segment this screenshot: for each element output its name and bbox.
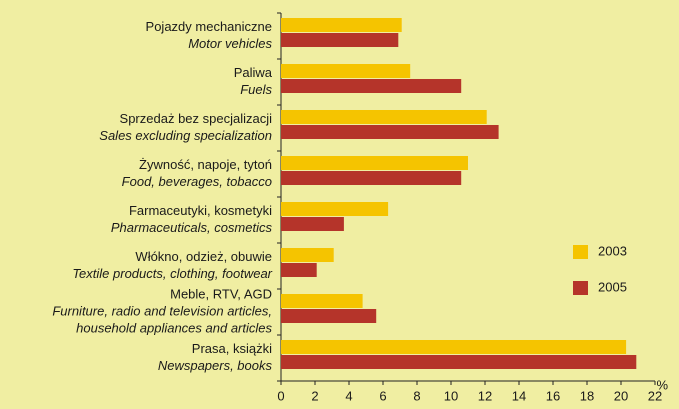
- bar: [281, 202, 389, 216]
- category-label: Meble, RTV, AGD: [170, 286, 272, 301]
- bar: [281, 171, 462, 185]
- category-label: Textile products, clothing, footwear: [72, 266, 272, 281]
- legend-label: 2003: [598, 243, 627, 258]
- bar: [281, 33, 399, 47]
- category-label: household appliances and articles: [76, 320, 272, 335]
- x-axis-label: %: [656, 377, 668, 392]
- category-label: Sales excluding specialization: [99, 128, 272, 143]
- bar: [281, 217, 344, 231]
- x-tick-label: 4: [345, 388, 352, 403]
- bar: [281, 18, 402, 32]
- x-tick-label: 8: [413, 388, 420, 403]
- category-label: Fuels: [240, 82, 272, 97]
- x-tick-label: 6: [379, 388, 386, 403]
- bar: [281, 110, 487, 124]
- x-tick-label: 22: [648, 388, 662, 403]
- bar: [281, 340, 627, 354]
- x-tick-label: 14: [512, 388, 526, 403]
- category-label: Prasa, książki: [192, 341, 272, 356]
- bar: [281, 309, 377, 323]
- bar: [281, 156, 468, 170]
- x-tick-label: 0: [277, 388, 284, 403]
- x-tick-label: 10: [444, 388, 458, 403]
- x-tick-label: 18: [580, 388, 594, 403]
- category-label: Food, beverages, tobacco: [122, 174, 272, 189]
- bar: [281, 263, 317, 277]
- category-label: Pharmaceuticals, cosmetics: [111, 220, 273, 235]
- bar: [281, 79, 462, 93]
- category-label: Newspapers, books: [158, 358, 273, 373]
- bar: [281, 294, 363, 308]
- category-label: Furniture, radio and television articles…: [52, 303, 272, 318]
- bar: [281, 355, 637, 369]
- category-label: Żywność, napoje, tytoń: [139, 157, 272, 172]
- x-tick-label: 2: [311, 388, 318, 403]
- legend-swatch: [573, 245, 588, 259]
- category-label: Pojazdy mechaniczne: [146, 19, 272, 34]
- legend-swatch: [573, 281, 588, 295]
- category-label: Farmaceutyki, kosmetyki: [129, 203, 272, 218]
- bar: [281, 64, 411, 78]
- legend-label: 2005: [598, 279, 627, 294]
- x-tick-label: 20: [614, 388, 628, 403]
- bar: [281, 248, 334, 262]
- x-tick-label: 16: [546, 388, 560, 403]
- category-label: Włókno, odzież, obuwie: [135, 249, 272, 264]
- category-label: Motor vehicles: [188, 36, 272, 51]
- bar: [281, 125, 499, 139]
- x-tick-label: 12: [478, 388, 492, 403]
- category-label: Paliwa: [234, 65, 273, 80]
- category-label: Sprzedaż bez specjalizacji: [120, 111, 273, 126]
